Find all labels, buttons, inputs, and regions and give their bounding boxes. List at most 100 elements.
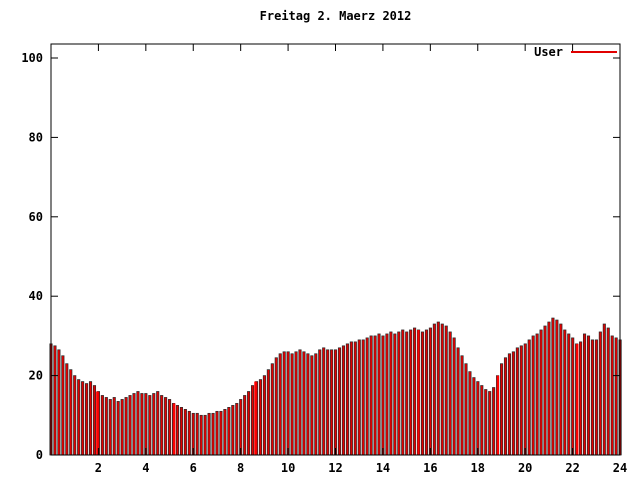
bar [476,381,480,456]
legend: User [0,45,617,59]
bar [563,329,567,456]
bar [353,341,357,456]
bar [579,341,583,456]
bar [507,353,512,456]
bar [464,363,468,456]
legend-line-sample [571,51,617,53]
bar [183,409,187,456]
bar [590,339,595,456]
x-tick-label: 12 [328,461,342,475]
bar [334,349,338,456]
bar [559,323,563,456]
bar [73,375,77,456]
bar [322,347,326,456]
bar [337,347,342,456]
bar [148,395,152,456]
bar [571,337,575,456]
bar [239,399,243,456]
bar [606,327,610,456]
bar [120,399,124,456]
bar [527,339,531,456]
bar [310,355,314,456]
bar [144,393,148,456]
bar [456,347,460,456]
bar [88,381,93,456]
bar [602,323,606,456]
bar [302,351,306,456]
bar [472,377,476,456]
bar [223,409,227,456]
bar [258,379,263,456]
bar [282,351,286,456]
bar [500,363,504,456]
bar [515,347,519,456]
x-tick-label: 20 [518,461,532,475]
bar [440,323,444,456]
bar [227,407,231,456]
x-tick-label: 14 [376,461,390,475]
bar [132,393,136,456]
bar [428,327,432,456]
x-tick-label: 24 [613,461,627,475]
bar [215,410,219,456]
bar [326,349,330,456]
bar [393,333,397,456]
bar [460,355,464,456]
bar [523,343,527,456]
bar [128,395,132,456]
bar [567,333,571,456]
y-tick-label: 100 [21,51,43,65]
bar [484,389,488,456]
bar [397,331,401,456]
bar [195,412,199,456]
bar [112,397,116,456]
x-tick-label: 6 [190,461,197,475]
bar [349,341,353,456]
bar [420,331,425,456]
bar [168,399,172,456]
bar [551,317,555,456]
bar [330,349,334,456]
bar [152,393,156,456]
bar [294,351,298,456]
bar [365,337,369,456]
bar [251,385,255,456]
bar [341,345,346,456]
bar [278,353,282,456]
bar [610,335,614,456]
bar [345,343,349,456]
bar [598,331,602,456]
bar [124,397,128,456]
bar [175,405,180,456]
bar [219,410,223,456]
bar [140,393,144,456]
bar [480,385,484,456]
bar [614,337,618,456]
bar [247,391,251,456]
bar [361,339,365,456]
bar [492,387,496,456]
bar [164,397,168,456]
bar [409,329,413,456]
bar [85,383,89,456]
bar [543,325,547,456]
bar [488,391,492,456]
x-tick-label: 16 [423,461,437,475]
y-tick-label: 60 [29,210,43,224]
bar [77,379,81,456]
bar [385,333,389,456]
bar [503,357,508,456]
bar [100,395,104,456]
x-tick-label: 10 [281,461,295,475]
bar [586,335,591,456]
bar [298,349,302,456]
legend-label: User [534,45,563,59]
x-tick-label: 18 [471,461,485,475]
bar [235,403,239,456]
bar [274,357,278,456]
bar [156,391,160,456]
y-tick-label: 20 [29,369,43,383]
bar [373,335,377,456]
